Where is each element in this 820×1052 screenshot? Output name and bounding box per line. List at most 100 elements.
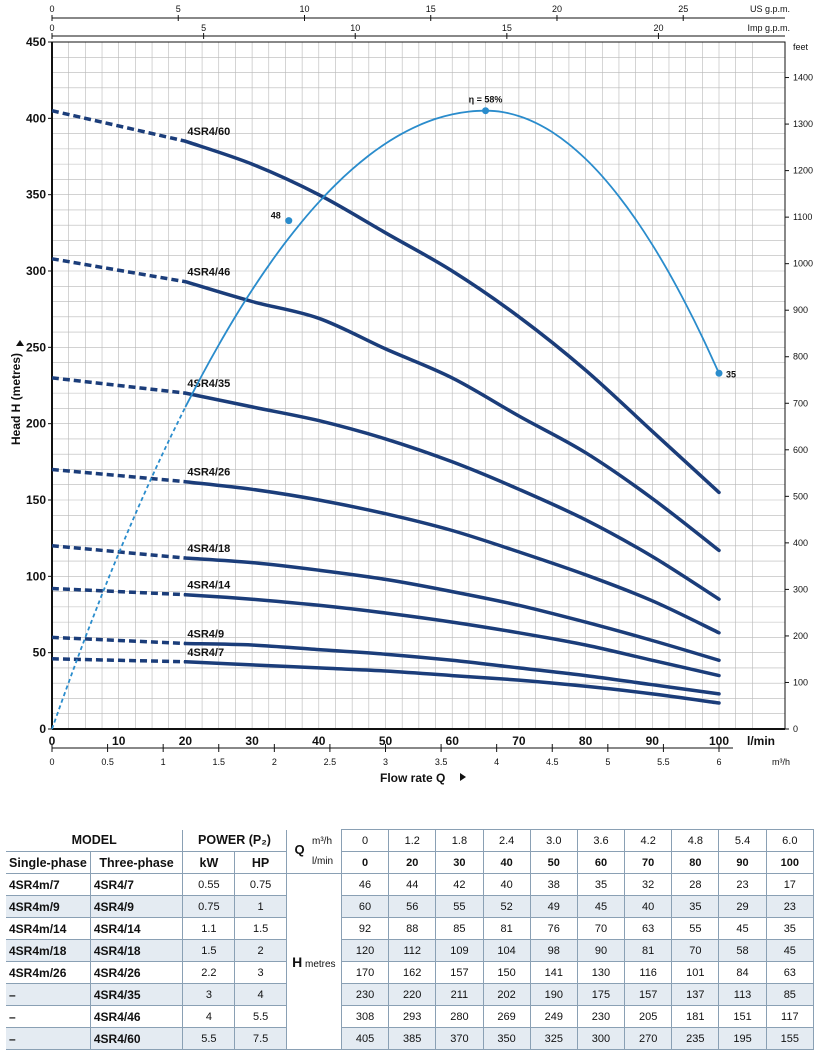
- head-value: 112: [388, 939, 437, 962]
- head-value: 28: [671, 873, 720, 896]
- flow-lmin-cell: 30: [435, 851, 484, 874]
- m3h-tick-label: 2: [272, 757, 277, 767]
- impgpm-tick-label: 20: [653, 23, 663, 33]
- head-value: 190: [529, 983, 578, 1006]
- head-value: 45: [576, 895, 626, 918]
- head-value: 23: [765, 895, 815, 918]
- head-value: 230: [576, 1005, 626, 1028]
- head-value: 46: [340, 873, 390, 896]
- chart-grid: [51, 41, 785, 730]
- head-value: 88: [388, 917, 437, 940]
- flow-lmin-cell: 40: [482, 851, 531, 874]
- hp-header: HP: [234, 851, 287, 874]
- head-value: 49: [529, 895, 578, 918]
- head-value: 45: [765, 939, 815, 962]
- head-value: 44: [388, 873, 437, 896]
- head-value: 405: [340, 1027, 390, 1050]
- feet-tick-label: 600: [793, 445, 808, 455]
- head-value: 350: [482, 1027, 531, 1050]
- curve-dashed-segment: [51, 108, 186, 143]
- head-value: 175: [576, 983, 626, 1006]
- m3h-tick-label: 3.5: [435, 757, 448, 767]
- m3h-tick-label: 6: [716, 757, 721, 767]
- q-header: Q m³/h l/min: [285, 829, 342, 874]
- curve-line: [183, 139, 721, 495]
- table-header-row-1: MODEL POWER (P₂) Q m³/h l/min 0 1.2 1.8 2.4…: [6, 829, 815, 874]
- table-row: 4SR4m/18 4SR4/18 1.5 2 120 112 109 104 98 90 81 70 5…: [6, 939, 815, 962]
- single-phase-model: 4SR4m/7: [6, 873, 91, 896]
- power-hp: 1.5: [234, 917, 287, 940]
- feet-tick-label: 1000: [793, 259, 813, 269]
- flow-lmin-cell: 0: [340, 851, 390, 874]
- single-phase-model: 4SR4m/14: [6, 917, 91, 940]
- curve-dashed-segment: [51, 635, 186, 646]
- m3h-tick-label: 1.5: [212, 757, 225, 767]
- series-4sr4-7: 4SR4/7: [51, 647, 721, 705]
- q-unit-lmin: l/min: [312, 856, 334, 868]
- series-label: 4SR4/60: [187, 126, 230, 138]
- feet-tick-label: 200: [793, 631, 808, 641]
- power-kw: 4: [182, 1005, 236, 1028]
- flow-m3h-cell: 2.4: [482, 829, 531, 852]
- head-value: 130: [576, 961, 626, 984]
- head-value: 17: [765, 873, 815, 896]
- table-row: –4SR4/46 4 5.5 308 293 280 269 249 230 205 181 151 1…: [6, 1005, 815, 1028]
- head-value: 117: [765, 1005, 815, 1028]
- head-value: 211: [435, 983, 484, 1006]
- head-value: 63: [765, 961, 815, 984]
- efficiency-curve-group: 48 η = 58% 35: [51, 95, 736, 730]
- y-tick-label: 200: [26, 417, 46, 431]
- usgpm-tick-label: 25: [678, 4, 688, 14]
- head-value: 81: [482, 917, 531, 940]
- impgpm-tick-label: 0: [49, 23, 54, 33]
- m3h-unit-label: m³/h: [772, 757, 790, 767]
- table-row: 4SR4m/14 4SR4/14 1.1 1.5 92 88 85 81 76 70 63 55 45 3…: [6, 917, 815, 940]
- head-value: 300: [576, 1027, 626, 1050]
- head-value: 370: [435, 1027, 484, 1050]
- x-tick-label: 60: [446, 734, 460, 748]
- y-tick-label: 250: [26, 340, 46, 354]
- head-value: 120: [340, 939, 390, 962]
- flow-lmin-cell: 90: [718, 851, 767, 874]
- x-tick-label: 80: [579, 734, 593, 748]
- head-value: 116: [624, 961, 673, 984]
- m3h-tick-label: 2.5: [324, 757, 337, 767]
- head-value: 40: [624, 895, 673, 918]
- x-tick-label: 20: [179, 734, 193, 748]
- head-value: 76: [529, 917, 578, 940]
- head-value: 308: [340, 1005, 390, 1028]
- head-value: 235: [671, 1027, 720, 1050]
- head-value: 249: [529, 1005, 578, 1028]
- series-4sr4-60: 4SR4/60: [51, 108, 721, 495]
- x-tick-label: 40: [312, 734, 326, 748]
- head-value: 141: [529, 961, 578, 984]
- head-value: 63: [624, 917, 673, 940]
- head-value: 98: [529, 939, 578, 962]
- head-value: 29: [718, 895, 767, 918]
- head-value: 269: [482, 1005, 531, 1028]
- head-value: 45: [718, 917, 767, 940]
- single-phase-model: 4SR4m/18: [6, 939, 91, 962]
- series-4sr4-9: 4SR4/9: [51, 629, 721, 696]
- kw-header: kW: [182, 851, 236, 874]
- three-phase-model: 4SR4/35: [89, 983, 184, 1006]
- head-value: 85: [435, 917, 484, 940]
- feet-tick-label: 300: [793, 584, 808, 594]
- power-kw: 1.1: [182, 917, 236, 940]
- head-value: 58: [718, 939, 767, 962]
- y-axis-title: Head H (metres): [9, 353, 23, 445]
- x-tick-label: 10: [112, 734, 126, 748]
- flow-lmin-cell: 80: [671, 851, 720, 874]
- series-label: 4SR4/9: [187, 629, 224, 641]
- table-row: 4SR4m/9 4SR4/9 0.75 1 60 56 55 52 49 45 40 35 29 23: [6, 895, 815, 918]
- curve-dashed-segment: [51, 467, 186, 484]
- x-tick-label: 90: [646, 734, 660, 748]
- head-value: 35: [576, 873, 626, 896]
- impgpm-tick-label: 5: [201, 23, 206, 33]
- power-hp: 5.5: [234, 1005, 287, 1028]
- power-kw: 3: [182, 983, 236, 1006]
- single-phase-model: –: [6, 983, 91, 1006]
- series-label: 4SR4/18: [187, 543, 230, 555]
